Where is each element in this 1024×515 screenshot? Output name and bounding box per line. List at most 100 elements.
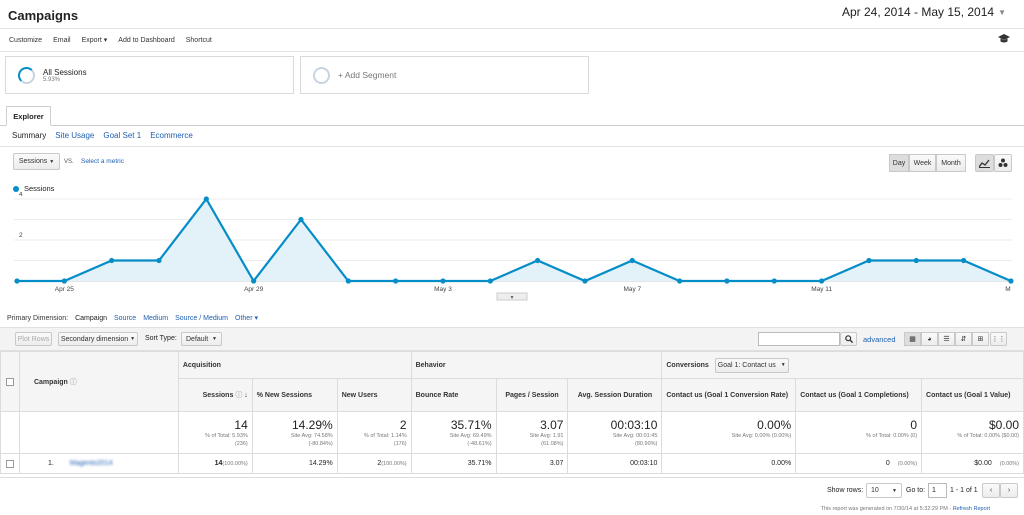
data-point[interactable] [251, 278, 257, 284]
range-week-button[interactable]: Week [909, 154, 936, 172]
advanced-link[interactable]: advanced [863, 335, 896, 344]
next-page-icon[interactable]: › [1000, 483, 1018, 498]
vs-label: VS. [64, 159, 74, 165]
graduation-cap-icon[interactable] [998, 34, 1010, 46]
data-point[interactable] [582, 278, 588, 284]
total-cell: 00:03:10 Site Avg: 00:01:45 (80.90%) [567, 411, 663, 454]
totals-blank [0, 411, 20, 454]
campaign-link[interactable]: Magento2014 [69, 460, 113, 467]
data-point[interactable] [724, 278, 730, 284]
data-point[interactable] [913, 257, 919, 264]
search-icon[interactable] [840, 332, 857, 346]
data-point[interactable] [440, 278, 446, 284]
add-to-dashboard-button[interactable]: Add to Dashboard [118, 36, 175, 44]
data-point[interactable] [156, 257, 162, 264]
secondary-dimension-select[interactable]: Secondary dimension ▼ [58, 332, 138, 346]
data-point[interactable] [14, 278, 20, 284]
col-header-pages-session[interactable]: Pages / Session [495, 378, 569, 412]
metric-select[interactable]: Sessions ▼ [13, 153, 60, 170]
metric-select-label: Sessions [18, 158, 48, 165]
data-point[interactable] [1008, 278, 1014, 284]
shortcut-button[interactable]: Shortcut [185, 36, 212, 44]
subtab-ecommerce[interactable]: Ecommerce [150, 131, 193, 140]
prev-page-icon[interactable]: ‹ [982, 483, 1000, 498]
col-header-conversion-rate[interactable]: Contact us (Goal 1 Conversion Rate) [661, 378, 797, 412]
goal-select[interactable]: Goal 1: Contact us ▼ [714, 357, 789, 373]
data-cell: 0.00% [661, 453, 797, 474]
total-value: 0 [910, 418, 918, 432]
dimension-campaign[interactable]: Campaign [75, 314, 107, 322]
line-chart-icon[interactable] [975, 154, 994, 172]
col-header-goal-value[interactable]: Contact us (Goal 1 Value) [921, 378, 1024, 412]
data-point[interactable] [298, 216, 304, 223]
plot-rows-button[interactable]: Plot Rows [15, 332, 52, 346]
chevron-down-icon: ▼ [49, 158, 55, 165]
col-header-avg-duration[interactable]: Avg. Session Duration [567, 378, 663, 412]
dimension-other[interactable]: Other ▾ [235, 315, 258, 322]
table-search-input[interactable] [758, 332, 840, 346]
row-checkbox[interactable] [5, 459, 14, 468]
pie-view-icon[interactable]: ◕ [921, 332, 938, 346]
subtab-summary[interactable]: Summary [12, 131, 47, 140]
goto-input[interactable]: 1 [928, 483, 947, 498]
performance-view-icon[interactable]: ☰ [938, 332, 955, 346]
data-point[interactable] [203, 196, 209, 202]
col-header-completions[interactable]: Contact us (Goal 1 Completions) [795, 378, 923, 412]
show-rows-select[interactable]: 10 ▼ [866, 483, 902, 498]
col-header-new-sessions[interactable]: % New Sessions [251, 378, 338, 412]
campaign-header[interactable]: Campaign ⓘ [18, 351, 179, 412]
data-point[interactable] [771, 278, 777, 284]
data-point[interactable] [677, 278, 683, 284]
cell-value: 3.07 [549, 460, 564, 467]
data-point[interactable] [487, 278, 493, 284]
tab-explorer[interactable]: Explorer [6, 106, 51, 126]
col-header-new-users[interactable]: New Users [336, 378, 412, 412]
cell-value: 14 [214, 460, 223, 467]
total-value: 0.00% [757, 418, 792, 432]
cell-value: 14.29% [308, 460, 333, 467]
date-range-picker[interactable]: Apr 24, 2014 - May 15, 2014 ▼ [842, 5, 1006, 19]
pivot-view-icon[interactable]: ⊞ [972, 332, 989, 346]
sort-type-label: Sort Type: [145, 335, 177, 342]
data-cell: 35.71% [410, 453, 497, 474]
data-point[interactable] [866, 257, 872, 264]
data-point[interactable] [961, 257, 967, 264]
select-metric-link[interactable]: Select a metric [81, 158, 124, 165]
data-point[interactable] [61, 278, 67, 284]
col-header-sessions[interactable]: Sessions ⓘ ↓ [177, 378, 253, 412]
cell-value: 0.00% [771, 460, 792, 467]
subtab-goal-set-1[interactable]: Goal Set 1 [103, 131, 142, 140]
dimension-medium[interactable]: Medium [143, 314, 169, 322]
table-view-icon[interactable]: ▦ [904, 332, 921, 346]
range-month-button[interactable]: Month [936, 154, 966, 172]
data-point[interactable] [819, 278, 825, 284]
segment-all-sessions[interactable]: All Sessions 5.93% [5, 56, 294, 94]
email-button[interactable]: Email [53, 36, 71, 44]
col-label: Pages / Session [505, 391, 559, 399]
data-point[interactable] [629, 257, 635, 264]
total-note: Site Avg: 1.91 [529, 433, 564, 439]
range-day-button[interactable]: Day [889, 154, 909, 172]
select-all-checkbox-cell [0, 351, 20, 412]
motion-chart-icon[interactable] [994, 154, 1012, 172]
data-point[interactable] [345, 278, 351, 284]
col-header-bounce-rate[interactable]: Bounce Rate [410, 378, 497, 412]
select-all-checkbox[interactable] [5, 377, 14, 386]
term-cloud-icon[interactable]: ⋮⋮ [990, 332, 1007, 346]
customize-button[interactable]: Customize [9, 36, 43, 44]
total-value: 00:03:10 [610, 418, 658, 432]
comparison-view-icon[interactable]: ⇵ [955, 332, 972, 346]
export-button[interactable]: Export ▾ [81, 37, 108, 44]
subtab-site-usage[interactable]: Site Usage [55, 131, 95, 140]
cell-note: (0.00%) [897, 461, 918, 467]
sort-type-select[interactable]: Default ▼ [181, 332, 222, 346]
refresh-report-link[interactable]: Refresh Report [952, 506, 990, 512]
dimension-source[interactable]: Source [114, 314, 137, 322]
add-segment-button[interactable]: + Add Segment [300, 56, 589, 94]
data-point[interactable] [109, 257, 115, 264]
dimension-source-medium[interactable]: Source / Medium [175, 314, 229, 322]
data-point[interactable] [535, 257, 541, 264]
total-note: (61.08%) [541, 441, 564, 447]
chart-resize-handle[interactable] [496, 292, 528, 301]
data-point[interactable] [393, 278, 399, 284]
